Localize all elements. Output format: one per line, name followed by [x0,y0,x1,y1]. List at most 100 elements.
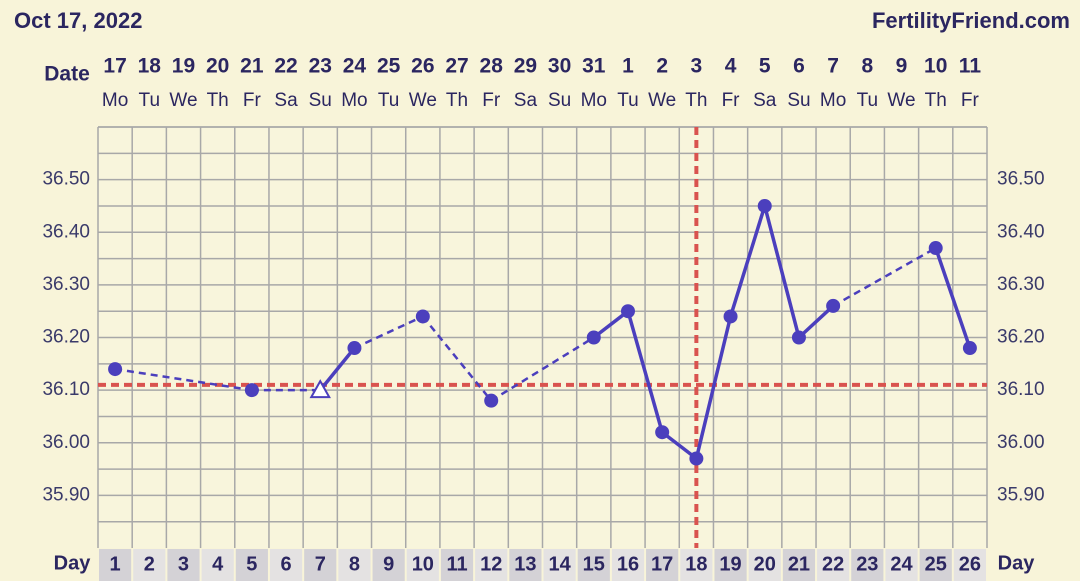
x-tick-label: 19 [719,553,741,575]
day-cell [167,549,200,581]
data-point [415,309,430,324]
day-cell [646,549,679,581]
day-cell [509,549,542,581]
weekday-label: Tu [139,90,160,111]
x-tick-label: 2 [144,553,155,575]
open-triangle-point [309,379,331,399]
y-tick-label: 36.30 [42,274,90,295]
day-cell [99,549,132,581]
date-label: 1 [622,55,634,78]
date-label: 25 [377,55,401,78]
weekday-label: Fr [243,90,262,111]
data-point [689,451,704,466]
data-point [347,341,362,356]
data-point [244,383,259,398]
x-tick-label: 12 [480,553,502,575]
weekday-label: Th [685,90,707,111]
date-label: 31 [582,55,606,78]
line-segment [763,205,801,338]
date-label: 11 [959,55,982,78]
day-cell [919,549,952,581]
day-cell [338,549,371,581]
weekday-label: Th [446,90,468,111]
day-label-left: Day [54,552,92,574]
date-label: 19 [172,55,195,78]
day-cell [953,549,986,581]
brand: FertilityFriend.com [872,8,1070,33]
line-segment [626,310,664,433]
date-label: 10 [924,55,947,78]
x-tick-label: 16 [617,553,639,575]
x-tick-label: 26 [959,553,981,575]
chart-title: Oct 17, 2022 [14,8,142,33]
data-point [586,330,601,345]
weekday-label: Fr [961,90,980,111]
line-segment [694,316,733,459]
date-label: 20 [206,55,229,78]
weekday-label: Th [925,90,947,111]
data-point [826,298,841,313]
day-cell [714,549,747,581]
day-cell [201,549,234,581]
weekday-label: Sa [753,90,777,111]
day-cell [304,549,337,581]
date-label: 22 [274,55,297,78]
data-point [108,362,123,377]
x-tick-label: 13 [514,553,536,575]
date-label: 21 [240,55,264,78]
x-tick-label: 15 [583,553,605,575]
line-segment [318,346,356,392]
date-label: 5 [759,55,771,78]
x-tick-label: 10 [412,553,434,575]
day-cell [611,549,645,581]
data-point [791,330,806,345]
line-segment [934,247,972,349]
x-tick-label: 21 [788,553,810,575]
date-label: 24 [343,55,367,78]
y-tick-label: 36.20 [42,327,90,348]
line-segment [728,205,767,317]
weekday-label: We [887,90,915,111]
y-tick-label: 36.10 [42,379,90,400]
y-tick-label-right: 36.10 [997,379,1045,400]
x-tick-label: 11 [446,553,467,575]
day-cell [885,549,918,581]
y-tick-label-right: 35.90 [997,484,1045,505]
y-tick-label: 36.50 [42,169,90,190]
weekday-label: Tu [378,90,399,111]
x-tick-label: 9 [383,553,394,575]
date-label: 29 [514,55,537,78]
day-cell [543,549,576,581]
y-tick-label: 36.00 [42,432,90,453]
x-tick-label: 3 [178,553,189,575]
x-tick-label: 14 [548,553,571,575]
data-point [484,393,499,408]
x-tick-label: 20 [754,553,776,575]
date-label: 30 [548,55,571,78]
day-cell [680,549,713,581]
date-label: 17 [103,55,126,78]
x-tick-label: 23 [856,553,878,575]
weekday-label: Mo [341,90,367,111]
x-tick-label: 8 [349,553,360,575]
x-tick-label: 4 [212,553,224,575]
day-cell [440,549,474,581]
day-cell [817,549,850,581]
day-cell [406,549,439,581]
line-segment [797,304,835,339]
date-label: 7 [827,55,839,78]
line-segment [592,309,630,339]
weekday-label: Fr [722,90,741,111]
dashed-segment [490,336,595,402]
date-label: Date [44,63,90,86]
weekday-label: We [169,90,197,111]
weekday-label: Tu [617,90,638,111]
x-tick-label: 22 [822,553,844,575]
dashed-segment [353,315,424,350]
data-point [620,304,635,319]
date-label: 9 [896,55,908,78]
x-tick-label: 6 [280,553,291,575]
day-cell [269,549,303,581]
data-point [928,241,943,256]
